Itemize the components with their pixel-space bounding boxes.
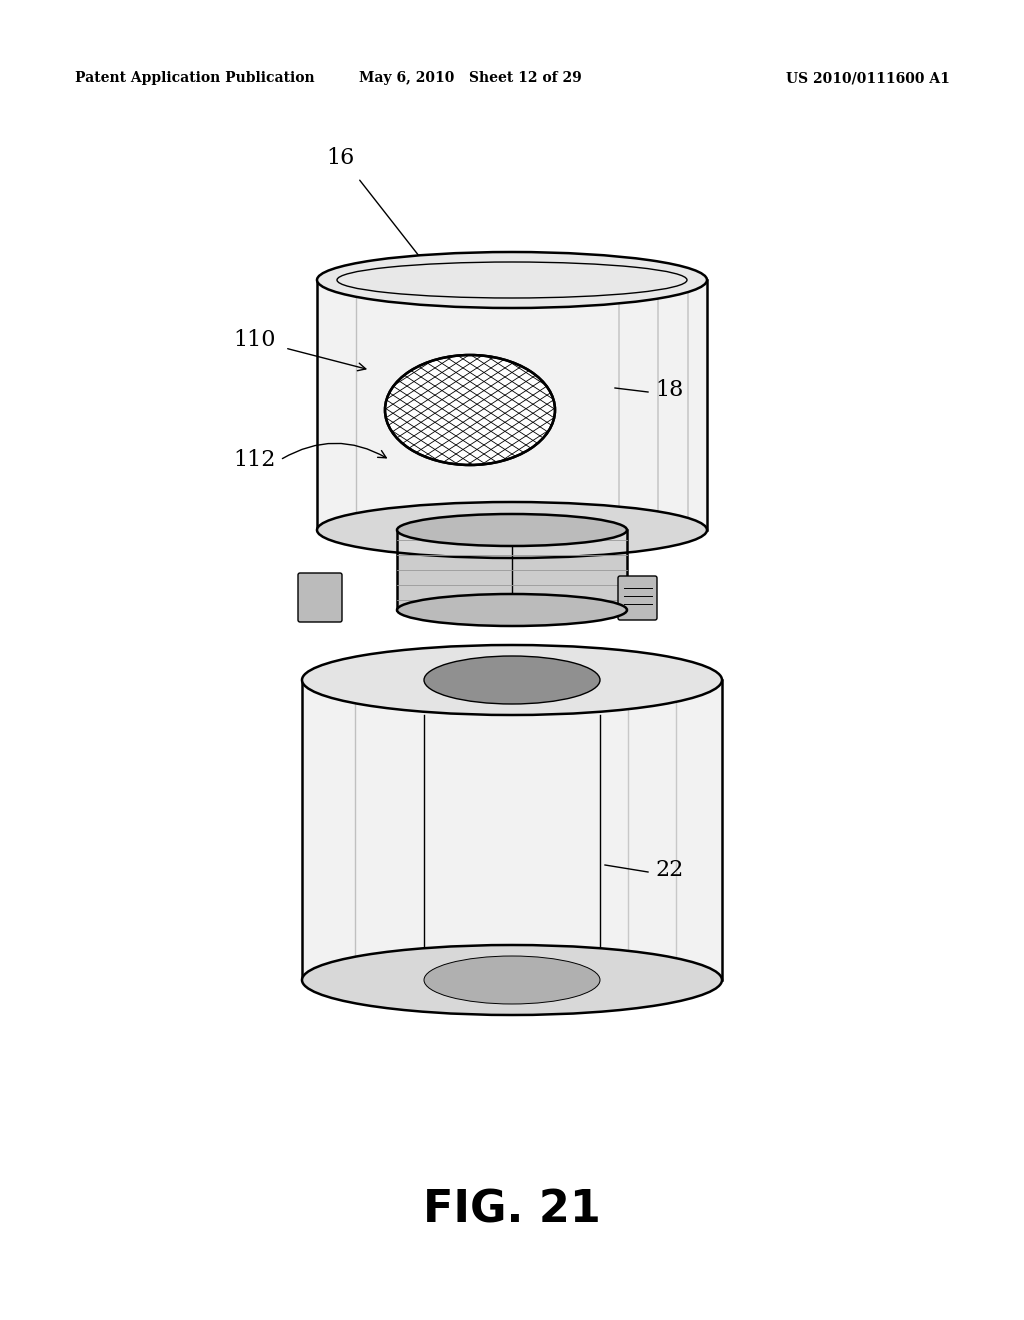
- Ellipse shape: [424, 656, 600, 704]
- Text: 110: 110: [233, 329, 276, 351]
- Ellipse shape: [424, 956, 600, 1005]
- Bar: [397, 531, 627, 610]
- Ellipse shape: [302, 945, 722, 1015]
- FancyBboxPatch shape: [618, 576, 657, 620]
- Text: 112: 112: [233, 449, 276, 471]
- Text: May 6, 2010   Sheet 12 of 29: May 6, 2010 Sheet 12 of 29: [358, 71, 582, 84]
- Text: Patent Application Publication: Patent Application Publication: [75, 71, 314, 84]
- Text: 22: 22: [655, 859, 683, 880]
- Bar: [317, 280, 707, 531]
- Text: US 2010/0111600 A1: US 2010/0111600 A1: [786, 71, 950, 84]
- Ellipse shape: [397, 594, 627, 626]
- Text: FIG. 21: FIG. 21: [423, 1188, 601, 1232]
- Ellipse shape: [317, 502, 707, 558]
- Ellipse shape: [385, 355, 555, 465]
- Ellipse shape: [317, 252, 707, 308]
- Text: 16: 16: [326, 147, 354, 169]
- Bar: [302, 680, 722, 979]
- Text: 18: 18: [655, 379, 683, 401]
- FancyBboxPatch shape: [298, 573, 342, 622]
- Ellipse shape: [397, 513, 627, 546]
- Ellipse shape: [302, 645, 722, 715]
